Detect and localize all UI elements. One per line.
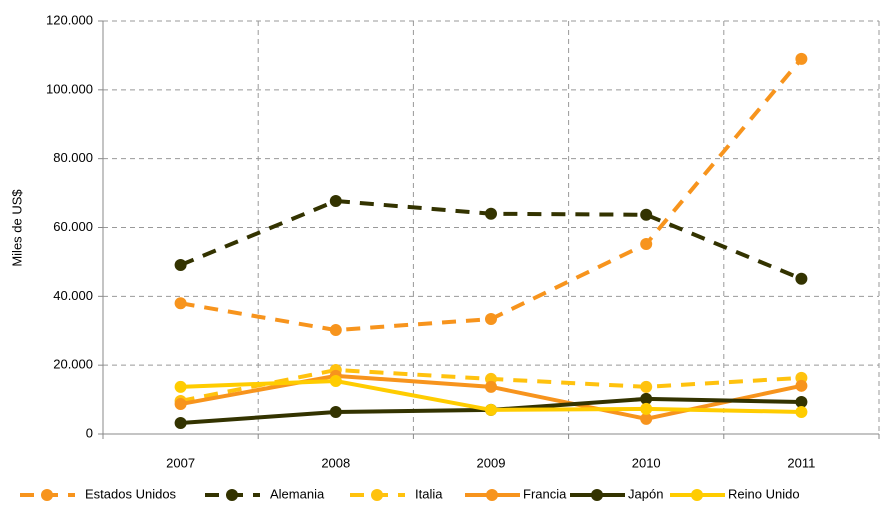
legend-marker [691, 489, 703, 501]
legend-label: Reino Unido [728, 486, 800, 501]
legend-label: Italia [415, 486, 443, 501]
marker [174, 380, 187, 393]
x-tick-label: 2011 [787, 455, 815, 470]
legend-marker [41, 489, 53, 501]
series-line [180, 57, 803, 333]
marker [329, 324, 342, 337]
legend-marker [226, 489, 238, 501]
x-tick-label: 2009 [477, 455, 506, 470]
x-tick-label: 2008 [321, 455, 350, 470]
marker [329, 194, 342, 207]
marker [174, 297, 187, 310]
legend-marker [371, 489, 383, 501]
legend-label: Estados Unidos [85, 486, 177, 501]
legend-label: Japón [628, 486, 663, 501]
marker [795, 395, 808, 408]
marker [640, 412, 653, 425]
marker [485, 207, 497, 220]
marker [329, 374, 342, 387]
marker [485, 380, 497, 393]
y-tick-label: 100.000 [46, 81, 93, 96]
x-tick-label: 2010 [632, 455, 661, 470]
marker [640, 238, 653, 251]
y-tick-label: 80.000 [53, 150, 93, 165]
legend-marker [591, 489, 603, 501]
legend-label: Alemania [270, 486, 325, 501]
y-tick-label: 40.000 [53, 288, 93, 303]
marker [485, 403, 497, 416]
marker [174, 398, 187, 411]
marker [640, 380, 653, 393]
marker [795, 272, 808, 285]
marker [174, 259, 187, 272]
marker [795, 379, 808, 392]
marker [174, 416, 187, 429]
marker [640, 208, 653, 221]
marker [485, 313, 497, 326]
y-axis-label: Miles de US$ [9, 189, 24, 267]
marker [329, 405, 342, 418]
marker [640, 392, 653, 405]
legend-marker [486, 489, 498, 501]
x-tick-label: 2007 [166, 455, 195, 470]
y-tick-label: 0 [86, 425, 93, 440]
marker [640, 402, 653, 415]
marker [795, 52, 808, 65]
marker [795, 405, 808, 418]
y-tick-label: 20.000 [53, 357, 93, 372]
legend-label: Francia [523, 486, 567, 501]
y-tick-label: 120.000 [46, 12, 93, 27]
y-tick-label: 60.000 [53, 219, 93, 234]
